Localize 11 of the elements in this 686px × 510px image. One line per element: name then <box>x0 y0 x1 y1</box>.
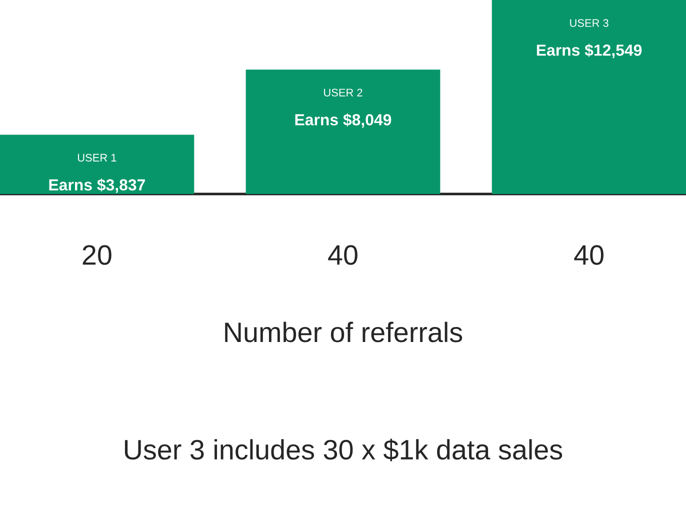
data-label: Earns $3,837 <box>49 178 145 193</box>
text: User 3 includes 30 x $1k data sales <box>124 438 562 462</box>
x-tick-label: 40 <box>574 245 604 265</box>
x-tick-label: 40 <box>328 245 358 265</box>
data-label: Earns $8,049 <box>295 113 392 128</box>
series-label: USER 2 <box>324 88 362 96</box>
series-label: USER 1 <box>78 154 116 162</box>
x-tick-label: 20 <box>82 245 112 265</box>
data-label: Earns $12,549 <box>536 44 642 58</box>
x-axis-title: Number of referrals <box>225 322 462 342</box>
series-label: USER 3 <box>570 19 608 27</box>
